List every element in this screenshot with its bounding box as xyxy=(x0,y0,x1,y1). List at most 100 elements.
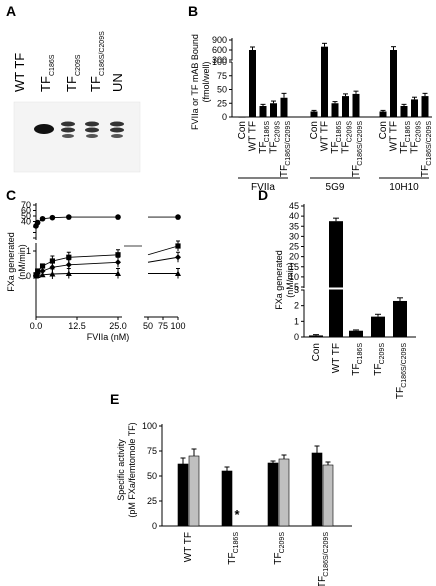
panel-c-point-circle xyxy=(66,214,72,220)
lane-label-tf-c186s-c209s: TF C186S/C209S xyxy=(88,31,106,92)
svg-text:C186S/C209S: C186S/C209S xyxy=(401,343,408,388)
panel-c-y-tick-label: 70 xyxy=(21,200,31,210)
panel-c-y-tick-label: 40 xyxy=(21,217,31,227)
panel-c-point-circle xyxy=(175,214,181,220)
panel-b-group-label: 5G9 xyxy=(326,182,345,193)
svg-text:C209S: C209S xyxy=(347,121,354,143)
svg-text:C186S/C209S: C186S/C209S xyxy=(323,532,330,577)
panel-c-x-tick-label: 0.0 xyxy=(30,321,43,331)
panel-e-bar xyxy=(267,462,279,527)
panel-b-bar-label: WT TF xyxy=(320,121,331,151)
panel-e-bar xyxy=(322,464,334,527)
panel-c-xlabel: FVIIa (nM) xyxy=(87,332,130,342)
panel-c-x-tick-label: 12.5 xyxy=(68,321,86,331)
panel-b-bar xyxy=(280,97,288,117)
panel-e-bar xyxy=(188,455,200,527)
panel-c-point-triangle xyxy=(49,271,56,277)
lane-label-tf-c186s: TF C186S xyxy=(38,54,56,92)
panel-b-bar-label: Con xyxy=(237,121,248,139)
panel-c-label: C xyxy=(6,187,16,203)
panel-b-bar xyxy=(342,96,349,117)
panel-d-y-tick-label: 5 xyxy=(294,282,299,292)
svg-text:C186S/C209S: C186S/C209S xyxy=(357,121,364,166)
panel-e-ylabel: Specific activity (pM FXa/femtomole TF) xyxy=(116,422,137,517)
panel-d-y-tick-label: 15 xyxy=(289,262,299,272)
panel-d-axis-break xyxy=(301,288,307,290)
svg-text:Con: Con xyxy=(309,121,320,139)
panel-e-label: E xyxy=(110,391,119,407)
panel-b-bar-label: Con xyxy=(309,121,320,139)
panel-d-label: D xyxy=(258,187,268,203)
panel-a-label: A xyxy=(6,3,16,19)
panel-d-bar xyxy=(329,221,343,337)
panel-b-y-tick-label: 25 xyxy=(217,98,227,108)
svg-text:C186S/C209S: C186S/C209S xyxy=(285,121,292,166)
panel-b-bar xyxy=(238,117,246,118)
panel-c-curve-right-diamond xyxy=(147,256,179,263)
panel-c-point-diamond xyxy=(175,254,181,261)
svg-text:TF: TF xyxy=(330,142,341,154)
panel-b-ylabel: FVIIa or TF mAB Bound (fmol/well) xyxy=(190,34,211,130)
panel-c-y-tick-label: 1 xyxy=(26,246,31,256)
panel-d-bar-label: Con xyxy=(311,343,322,361)
panel-b-bar xyxy=(379,111,387,117)
panel-b-y-tick-label: 300 xyxy=(212,55,227,65)
panel-c-point-square xyxy=(175,243,181,249)
panel-c-point-square xyxy=(49,258,55,264)
svg-text:Specific activity: Specific activity xyxy=(116,439,126,501)
panel-d-ylabel: FXa generated (nM/min) xyxy=(274,250,295,310)
panel-c-point-circle xyxy=(34,219,41,226)
panel-c-x-tick-label: 100 xyxy=(170,321,185,331)
panel-c-point-square xyxy=(39,263,46,269)
panel-b-y-tick-label: 600 xyxy=(212,45,227,55)
svg-text:TF: TF xyxy=(279,165,290,177)
band-dbl-1 xyxy=(110,121,124,127)
panel-b-bar xyxy=(400,106,408,117)
panel-b-bar xyxy=(411,99,418,117)
panel-d-bar xyxy=(349,330,363,337)
svg-text:(pM FXa/femtomole TF): (pM FXa/femtomole TF) xyxy=(127,422,137,517)
svg-text:C209S: C209S xyxy=(279,532,286,554)
panel-c-point-triangle xyxy=(115,270,121,276)
panel-d-y-tick-label: 3 xyxy=(294,285,299,295)
svg-text:TF: TF xyxy=(269,142,280,154)
panel-b-bar xyxy=(390,50,397,117)
panel-c-y-tick-label: 60 xyxy=(21,206,31,216)
svg-text:Con: Con xyxy=(311,343,322,361)
panel-c-ylabel: FXa generated (nM/min) xyxy=(6,232,27,292)
panel-b-bar xyxy=(259,106,267,117)
panel-d-y-tick-label: 2 xyxy=(294,301,299,311)
svg-text:TF: TF xyxy=(395,387,406,399)
panel-c-curve-right-square xyxy=(147,245,179,256)
panel-c-point-diamond xyxy=(115,259,121,266)
svg-text:C209S: C209S xyxy=(75,54,82,76)
band-c209s-2 xyxy=(85,127,99,133)
svg-text:WT TF: WT TF xyxy=(389,121,400,151)
panel-e-y-tick-label: 25 xyxy=(147,496,157,506)
panel-e-y-tick-label: 0 xyxy=(152,521,157,531)
panel-c-curve-triangle xyxy=(35,273,118,277)
svg-text:TF: TF xyxy=(399,142,410,154)
panel-b-bar xyxy=(352,93,360,117)
panel-e-asterisk: * xyxy=(234,507,240,522)
panel-b-group-label: FVIIa xyxy=(251,182,275,193)
band-c186s-3 xyxy=(62,134,74,138)
panel-d-y-tick-label: 30 xyxy=(289,231,299,241)
svg-text:TF: TF xyxy=(351,165,362,177)
svg-text:WT TF: WT TF xyxy=(183,532,194,562)
panel-c-point-triangle xyxy=(34,272,41,278)
svg-text:C186S: C186S xyxy=(264,121,271,143)
svg-text:TF: TF xyxy=(373,364,384,376)
band-c186s-1 xyxy=(61,121,75,127)
